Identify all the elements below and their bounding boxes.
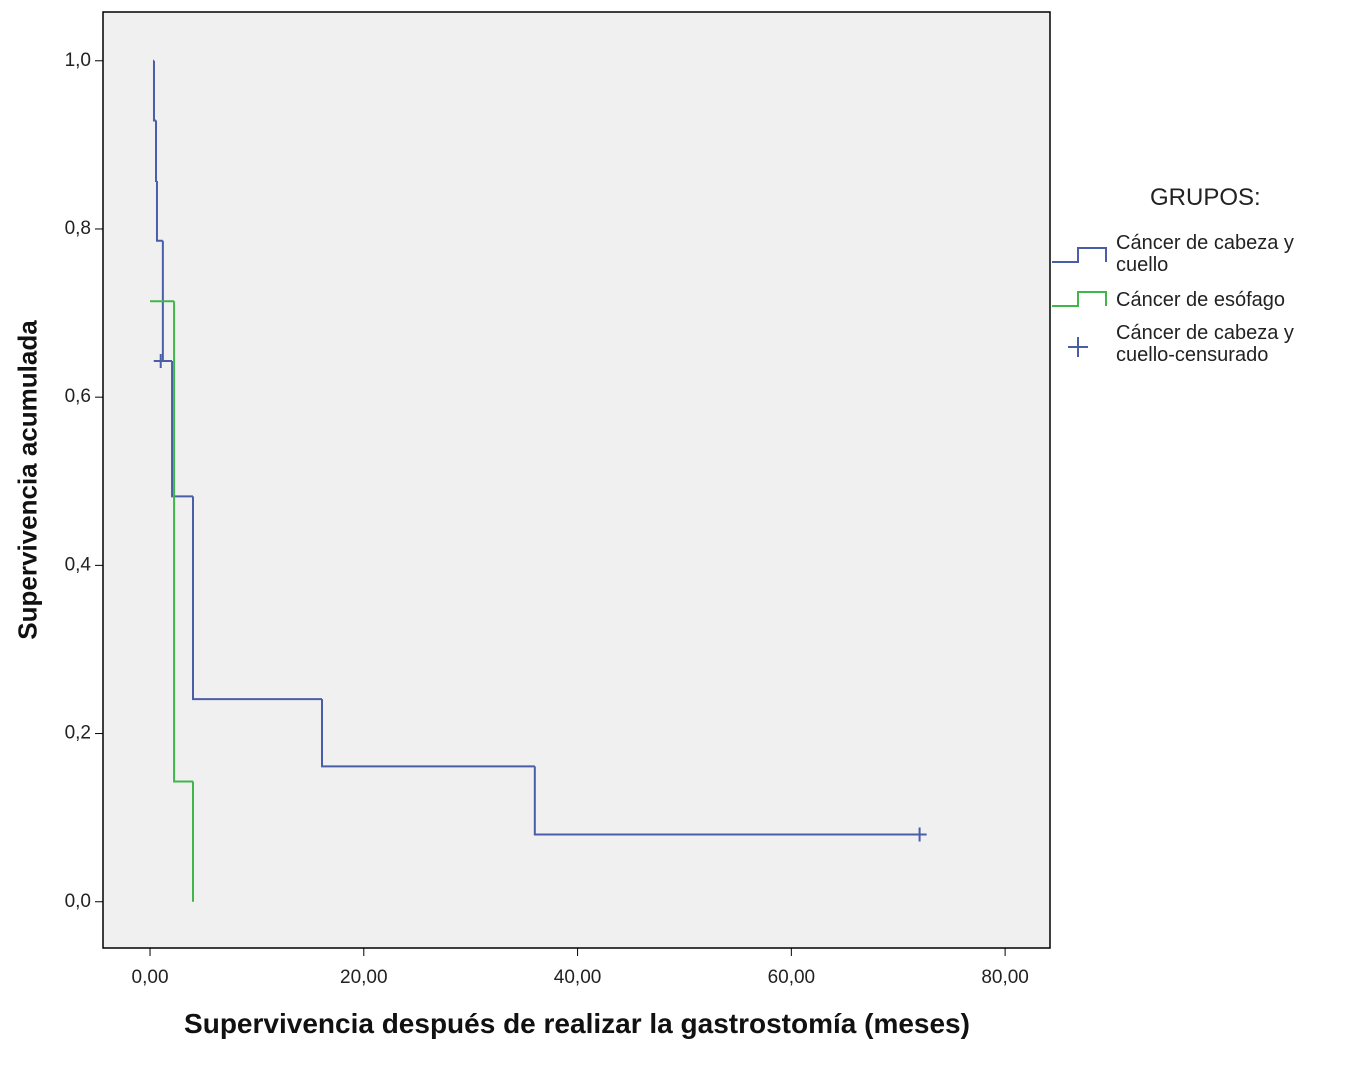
x-tick-label: 40,00 (554, 967, 602, 988)
legend-label: Cáncer de cabeza y cuello-censurado (1116, 322, 1294, 366)
step-segment (533, 766, 920, 836)
step-segment (155, 120, 158, 183)
x-tick-label: 80,00 (981, 967, 1029, 988)
step-segment (171, 361, 193, 498)
y-tick-label: 0,2 (65, 723, 91, 744)
censor-mark (912, 827, 927, 842)
x-tick-label: 0,00 (132, 967, 169, 988)
x-tick-label: 60,00 (768, 967, 816, 988)
legend-label: Cáncer de esófago (1116, 289, 1286, 311)
y-tick-label: 0,8 (65, 218, 91, 239)
x-tick-label: 20,00 (340, 967, 388, 988)
y-tick-label: 0,0 (65, 891, 91, 912)
legend-title: GRUPOS: (1150, 184, 1261, 211)
legend-label: Cáncer de cabeza y cuello (1116, 232, 1294, 276)
legend-icon (1052, 247, 1107, 263)
legend-icon (1052, 291, 1107, 307)
step-segment (173, 301, 193, 783)
y-tick-label: 1,0 (65, 50, 91, 71)
plot-area (102, 11, 1051, 949)
censor-mark (153, 354, 168, 369)
legend-icon (1068, 337, 1088, 357)
x-axis-title: Supervivencia después de realizar la gas… (184, 1008, 970, 1039)
y-tick-label: 0,6 (65, 386, 91, 407)
y-axis-title: Supervivencia acumulada (12, 320, 43, 640)
step-segment (152, 60, 157, 122)
step-segment (155, 181, 163, 242)
step-segment (191, 496, 323, 701)
y-tick-label: 0,4 (65, 554, 92, 575)
step-segment (321, 699, 535, 768)
